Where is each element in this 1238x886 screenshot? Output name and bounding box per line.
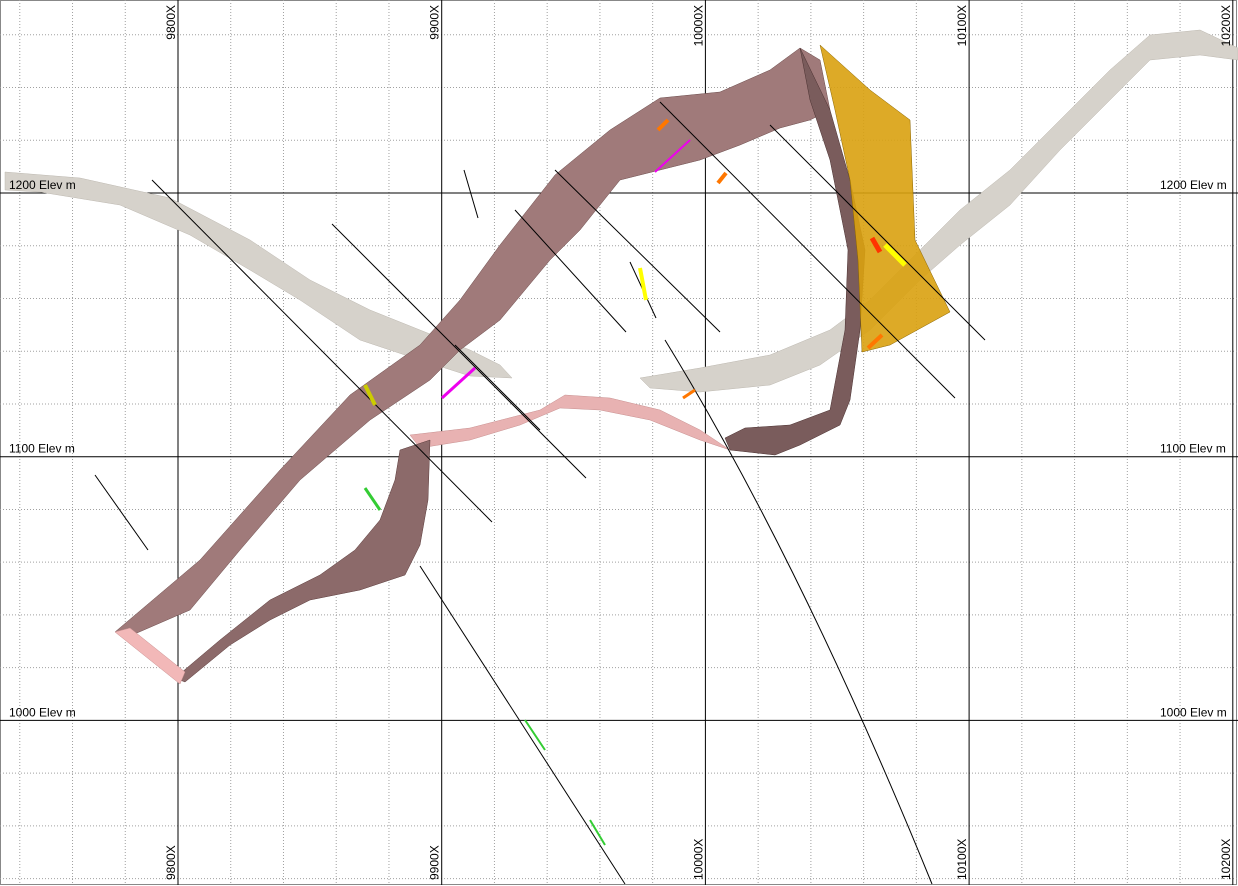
- vein-loop: [174, 439, 431, 683]
- elevation-label-right: 1000 Elev m: [1160, 705, 1227, 719]
- x-label-top: 10000X: [691, 5, 705, 46]
- elevation-label-left: 1000 Elev m: [9, 705, 76, 719]
- elevation-label-right: 1200 Elev m: [1160, 178, 1227, 192]
- grey-surface: [4, 171, 513, 379]
- vein-upper: [114, 47, 831, 637]
- vein-foot: [114, 627, 186, 685]
- drill-holes: [94, 101, 986, 885]
- vein-lower: [409, 394, 731, 451]
- x-label-top: 10200X: [1219, 5, 1233, 46]
- elevation-label-left: 1200 Elev m: [9, 178, 76, 192]
- gold-body: [819, 44, 951, 353]
- x-label-bottom: 10100X: [955, 839, 969, 880]
- x-label-top: 10100X: [955, 5, 969, 46]
- x-label-bottom: 9900X: [428, 845, 442, 880]
- assay-marks: [363, 118, 907, 846]
- x-label-bottom: 10200X: [1219, 839, 1233, 880]
- x-label-bottom: 10000X: [691, 839, 705, 880]
- x-label-top: 9800X: [164, 5, 178, 40]
- x-label-top: 9900X: [428, 5, 442, 40]
- elevation-label-right: 1100 Elev m: [1160, 442, 1226, 456]
- elevation-label-left: 1100 Elev m: [9, 442, 75, 456]
- x-label-bottom: 9800X: [164, 845, 178, 880]
